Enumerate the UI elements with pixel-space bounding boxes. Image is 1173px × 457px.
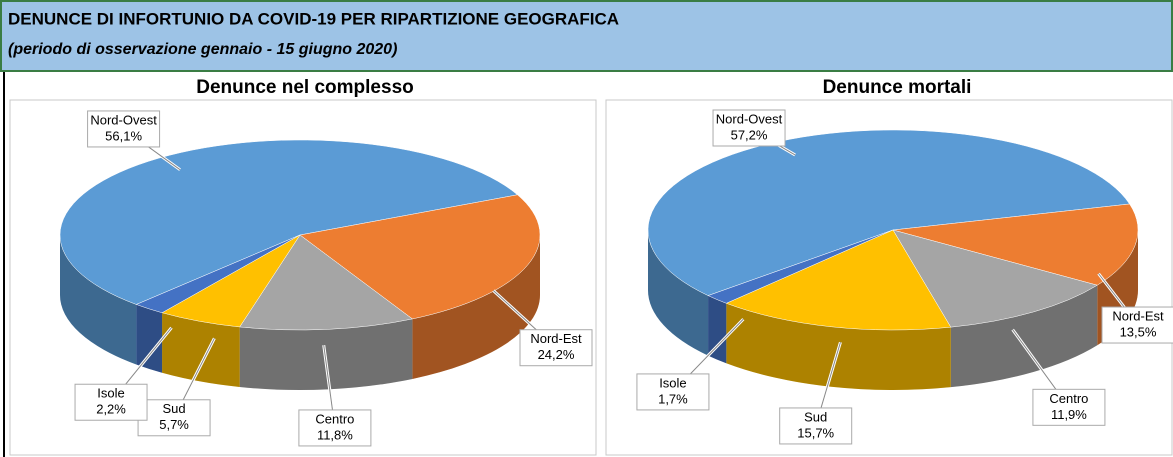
label-box	[779, 407, 853, 445]
header-title: DENUNCE DI INFORTUNIO DA COVID-19 PER RI…	[8, 9, 619, 28]
slice	[892, 203, 1139, 286]
category-label: Centro	[315, 411, 354, 426]
slice	[892, 229, 1098, 328]
category-label: Sud	[162, 401, 185, 416]
value-label: 24,2%	[538, 347, 575, 362]
header-subtitle: (periodo di osservazione gennaio - 15 gi…	[8, 41, 397, 58]
category-label: Sud	[804, 409, 827, 424]
category-label: Nord-Est	[530, 331, 582, 346]
value-label: 5,7%	[159, 417, 189, 432]
panel	[9, 99, 597, 456]
category-label: Nord-Est	[1112, 308, 1164, 323]
slice-side	[648, 230, 709, 356]
category-label: Centro	[1049, 391, 1088, 406]
label-box	[712, 109, 786, 147]
slice	[299, 194, 541, 320]
value-label: 2,2%	[96, 402, 126, 417]
slice-side-shade	[950, 285, 1098, 388]
slice	[135, 234, 301, 314]
slice-side-shade	[708, 295, 727, 364]
label-box	[519, 329, 593, 367]
slice-side	[136, 304, 163, 373]
label-box	[87, 110, 161, 148]
slice-side-shade	[648, 230, 709, 356]
label-box	[137, 399, 211, 437]
slice-side-shade	[412, 235, 540, 379]
category-label: Isole	[97, 386, 124, 401]
slice	[725, 229, 952, 331]
value-label: 11,8%	[317, 427, 353, 442]
value-label: 13,5%	[1120, 324, 1157, 339]
label-box	[636, 373, 710, 411]
value-label: 56,1%	[105, 128, 142, 143]
slice-side-shade	[60, 235, 137, 365]
category-label: Isole	[659, 375, 686, 390]
chart-title: Denunce nel complesso	[196, 77, 414, 98]
slice-side-shade	[136, 304, 163, 373]
value-label: 11,9%	[1051, 407, 1087, 422]
value-label: 1,7%	[658, 391, 688, 406]
label-box	[298, 409, 372, 447]
panel	[605, 99, 1173, 456]
slice	[707, 229, 894, 304]
slice-side	[162, 312, 240, 387]
slice-side-shade	[162, 312, 240, 387]
slice	[239, 234, 413, 331]
category-label: Nord-Ovest	[716, 111, 783, 126]
slice-side	[60, 235, 137, 365]
label-box	[1032, 388, 1106, 426]
category-label: Nord-Ovest	[90, 112, 157, 127]
slice-side	[950, 285, 1098, 388]
slice-side	[708, 295, 727, 364]
slice	[59, 139, 519, 305]
slice-side	[412, 235, 540, 379]
label-box	[1101, 306, 1173, 344]
label-box	[74, 383, 148, 421]
value-label: 15,7%	[797, 425, 834, 440]
header-bar	[0, 0, 1173, 72]
value-label: 57,2%	[731, 127, 768, 142]
chart-title: Denunce mortali	[823, 77, 972, 98]
